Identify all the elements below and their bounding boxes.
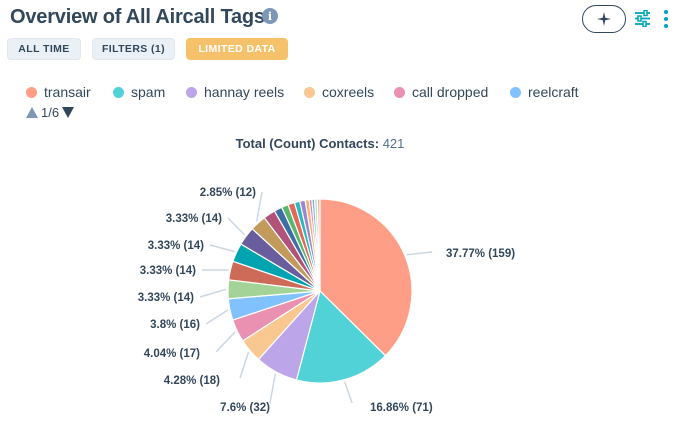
label-leader-line bbox=[199, 288, 227, 298]
legend-item-spam[interactable]: spam bbox=[113, 84, 165, 100]
legend-prev-button[interactable] bbox=[26, 107, 38, 118]
label-leader-line bbox=[227, 217, 246, 236]
legend-swatch bbox=[304, 86, 315, 98]
legend-item-transair[interactable]: transair bbox=[26, 84, 91, 100]
slice-data-label: 37.77% (159) bbox=[446, 248, 515, 260]
slice-data-label: 3.33% (14) bbox=[148, 240, 204, 252]
label-leader-line bbox=[215, 331, 236, 353]
legend-label: reelcraft bbox=[528, 84, 579, 100]
legend-label: call dropped bbox=[412, 84, 489, 100]
slice-data-label: 4.04% (17) bbox=[144, 348, 200, 360]
slice-data-label: 2.85% (12) bbox=[200, 187, 256, 199]
chart-total: Total (Count) Contacts: 421 bbox=[0, 136, 640, 151]
pie-slice[interactable] bbox=[316, 198, 321, 292]
pie-slice-transair[interactable] bbox=[319, 198, 413, 357]
pie-slice-spam[interactable] bbox=[295, 289, 387, 384]
legend-label: coxreels bbox=[322, 84, 375, 100]
label-leader-line bbox=[205, 309, 229, 325]
legend-swatch bbox=[113, 86, 124, 98]
label-leader-line bbox=[406, 251, 433, 256]
filters-button[interactable]: FILTERS (1) bbox=[92, 38, 175, 60]
label-leader-line bbox=[255, 191, 263, 222]
total-label: Total (Count) Contacts: bbox=[235, 136, 380, 151]
legend-swatch bbox=[510, 86, 521, 98]
ai-assist-button[interactable] bbox=[582, 5, 626, 33]
legend-next-button[interactable] bbox=[62, 107, 75, 118]
label-leader-line bbox=[209, 244, 235, 253]
legend-page-indicator: 1/6 bbox=[41, 105, 60, 120]
slice-data-label: 16.86% (71) bbox=[370, 402, 433, 414]
legend-label: hannay reels bbox=[204, 84, 285, 100]
legend-swatch bbox=[394, 86, 405, 98]
legend-label: transair bbox=[44, 84, 91, 100]
label-leader-line bbox=[269, 373, 277, 404]
slice-data-label: 7.6% (32) bbox=[220, 402, 270, 414]
sparkle-icon bbox=[597, 12, 611, 26]
label-leader-line bbox=[343, 381, 353, 404]
slice-data-label: 3.33% (14) bbox=[138, 292, 194, 304]
slice-data-label: 3.33% (14) bbox=[166, 213, 222, 225]
legend-swatch bbox=[26, 86, 37, 98]
legend-pager: 1/6 bbox=[26, 105, 75, 120]
legend-item-coxreels[interactable]: coxreels bbox=[304, 84, 374, 100]
slice-data-label: 3.33% (14) bbox=[140, 265, 196, 277]
slice-data-label: 4.28% (18) bbox=[164, 375, 220, 387]
all-time-filter-button[interactable]: ALL TIME bbox=[7, 38, 81, 60]
legend-item-call-dropped[interactable]: call dropped bbox=[394, 84, 488, 100]
more-vertical-icon[interactable] bbox=[663, 9, 669, 29]
legend-item-hannay-reels[interactable]: hannay reels bbox=[186, 84, 284, 100]
info-icon[interactable]: i bbox=[262, 8, 278, 24]
legend-swatch bbox=[186, 86, 197, 98]
total-value: 421 bbox=[382, 136, 405, 151]
legend-item-reelcraft[interactable]: reelcraft bbox=[510, 84, 579, 100]
limited-data-badge[interactable]: LIMITED DATA bbox=[186, 38, 288, 60]
label-leader-line bbox=[239, 351, 250, 379]
slice-data-label: 3.8% (16) bbox=[150, 319, 200, 331]
page-title: Overview of All Aircall Tags bbox=[10, 6, 265, 28]
sliders-icon[interactable] bbox=[634, 10, 651, 27]
legend-label: spam bbox=[131, 84, 166, 100]
